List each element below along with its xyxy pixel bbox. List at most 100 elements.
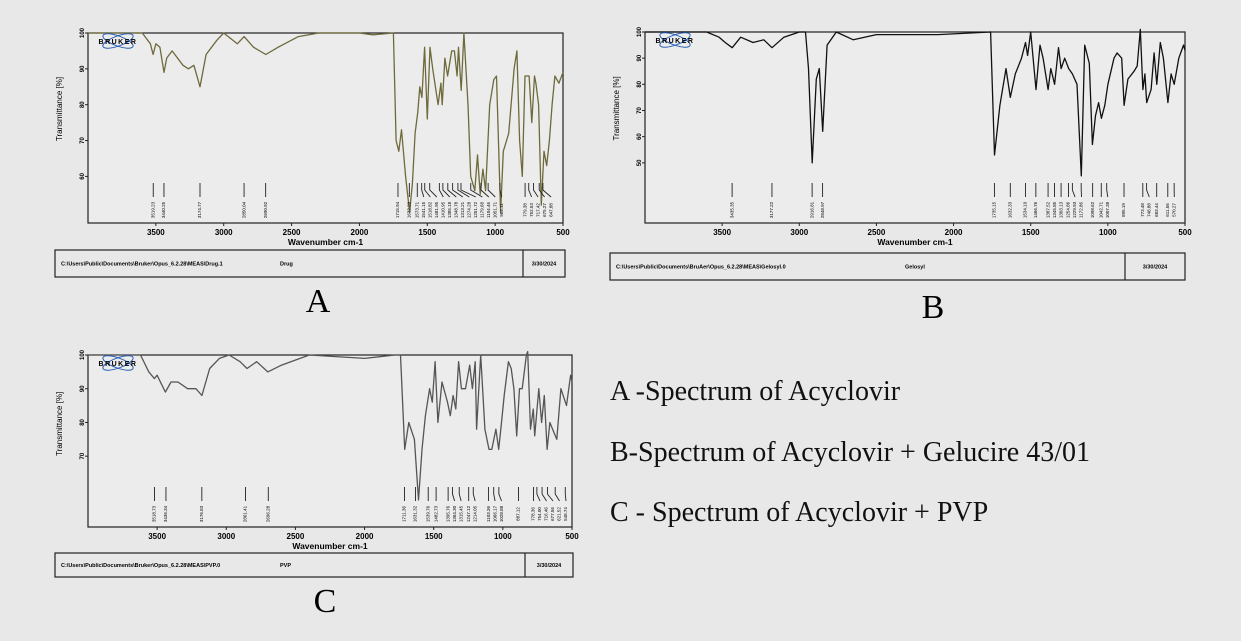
peak-label: 1028.88 — [499, 505, 504, 522]
peak-label: 1385.18 — [447, 201, 452, 218]
peak-marker — [460, 183, 476, 198]
legend-c: C - Spectrum of Acyclovir + PVP — [610, 497, 988, 528]
x-tick-label: 1500 — [418, 228, 436, 237]
peak-label: 1711.36 — [402, 506, 407, 522]
peak-label: 1051.71 — [492, 201, 497, 218]
peak-label: 3436.34 — [163, 505, 168, 522]
peak-label: 1315.45 — [458, 505, 463, 522]
footer-date: 3/30/2024 — [1143, 265, 1168, 271]
footer-box — [54, 249, 566, 278]
peak-label: 1098.62 — [1090, 201, 1095, 218]
peak-label: 683.44 — [1154, 203, 1159, 217]
peak-marker — [1146, 183, 1150, 198]
peak-label: 716.46 — [544, 507, 549, 521]
footer-box — [54, 552, 574, 578]
x-tick-label: 1500 — [1022, 228, 1040, 237]
y-tick-label: 100 — [637, 26, 643, 37]
x-tick-label: 3000 — [217, 532, 235, 541]
peak-marker — [472, 487, 476, 502]
footer-sample-name: PVP — [280, 563, 291, 569]
peak-label: 3435.35 — [729, 201, 734, 218]
x-tick-label: 1000 — [494, 532, 512, 541]
footer-date: 3/30/2024 — [532, 262, 557, 268]
y-tick-label: 90 — [80, 385, 86, 392]
peak-label: 1247.12 — [466, 505, 471, 522]
peak-label: 773.48 — [1140, 203, 1145, 217]
peak-label: 2690.92 — [263, 201, 268, 218]
x-tick-label: 2500 — [868, 228, 886, 237]
peak-label: 1254.86 — [1066, 201, 1071, 218]
peak-marker — [487, 183, 496, 198]
x-tick-label: 2000 — [945, 228, 963, 237]
peak-marker — [498, 487, 502, 502]
peak-label: 3440.25 — [161, 201, 166, 218]
peak-label: 1539.76 — [425, 505, 430, 522]
legend-a: A -Spectrum of Acyclovir — [610, 376, 901, 407]
spectrum-line — [88, 32, 564, 213]
peak-label: 1066.17 — [492, 505, 497, 522]
y-axis-label: Transmittance [%] — [55, 392, 64, 456]
x-tick-label: 500 — [1178, 228, 1192, 237]
peak-label: 778.36 — [531, 507, 536, 521]
logo-text: BRUKER — [99, 39, 138, 46]
peak-marker — [564, 487, 567, 502]
peak-label: 1518.82 — [427, 201, 432, 218]
peak-label: 779.38 — [522, 203, 527, 217]
x-tick-label: 2000 — [351, 228, 369, 237]
peak-marker — [457, 183, 470, 198]
peak-label: 752.53 — [529, 203, 534, 217]
peak-label: 1251.72 — [473, 201, 478, 218]
peak-label: 1214.05 — [472, 505, 477, 522]
x-tick-label: 500 — [565, 532, 579, 541]
y-tick-label: 80 — [80, 418, 86, 425]
bruker-logo: BRUKER — [99, 355, 136, 371]
peak-marker — [429, 183, 438, 198]
peak-marker — [452, 487, 456, 502]
y-tick-label: 70 — [80, 452, 86, 459]
peak-label: 754.00 — [537, 507, 542, 521]
peak-label: 1313.21 — [460, 201, 465, 218]
peak-label: 1229.93 — [1072, 201, 1077, 218]
peak-label: 1103.36 — [486, 506, 491, 522]
x-tick-label: 2500 — [287, 532, 305, 541]
peak-marker — [493, 487, 496, 502]
peak-label: 1466.76 — [1033, 201, 1038, 218]
spectrum-panel-b: 100 90 80 70 60 50 Transmittance [%] 3500 3000 25… — [609, 26, 1192, 326]
peak-label: 717.42 — [535, 203, 540, 217]
peak-label: 611.56 — [1165, 203, 1170, 217]
logo-text: BRUKER — [656, 38, 695, 45]
peak-label: 3176.83 — [199, 505, 204, 522]
x-tick-label: 3000 — [215, 228, 233, 237]
peak-label: 1387.52 — [1045, 201, 1050, 218]
x-tick-label: 1000 — [1099, 228, 1117, 237]
peak-label: 1573.71 — [414, 201, 419, 218]
peak-label: 887.12 — [516, 507, 521, 521]
peak-marker — [438, 183, 444, 198]
bruker-logo: BRUKER — [99, 33, 138, 49]
footer-sample-name: Drug — [280, 262, 293, 268]
y-axis-label: Transmittance [%] — [55, 77, 64, 141]
x-tick-label: 3500 — [147, 228, 165, 237]
peak-label: 1364.30 — [452, 505, 457, 522]
footer-file-path: C:\Users\Public\Documents\Bruker\Opus_6.… — [61, 262, 223, 268]
logo-orbit-icon — [102, 355, 134, 371]
peak-marker — [452, 183, 464, 198]
x-tick-label: 3500 — [713, 228, 731, 237]
peak-label: 621.52 — [557, 507, 562, 521]
x-tick-label: 2500 — [283, 228, 301, 237]
y-tick-label: 100 — [80, 349, 86, 360]
logo-orbit-icon — [659, 32, 691, 48]
peak-label: 677.56 — [550, 507, 555, 521]
x-tick-label: 3500 — [148, 532, 166, 541]
peak-label: 2696.28 — [265, 505, 270, 522]
footer-file-path: C:\Users\Public\Documents\Bruker\Opus_6.… — [61, 563, 220, 569]
peak-marker — [421, 183, 425, 198]
peak-label: 1735.15 — [992, 201, 997, 218]
peak-marker — [458, 487, 462, 502]
peak-label: 570.27 — [1171, 203, 1176, 217]
peak-marker — [546, 487, 554, 502]
y-tick-label: 70 — [80, 137, 86, 144]
peak-label: 1303.13 — [1058, 201, 1063, 218]
peak-label: 1348.78 — [453, 201, 458, 218]
